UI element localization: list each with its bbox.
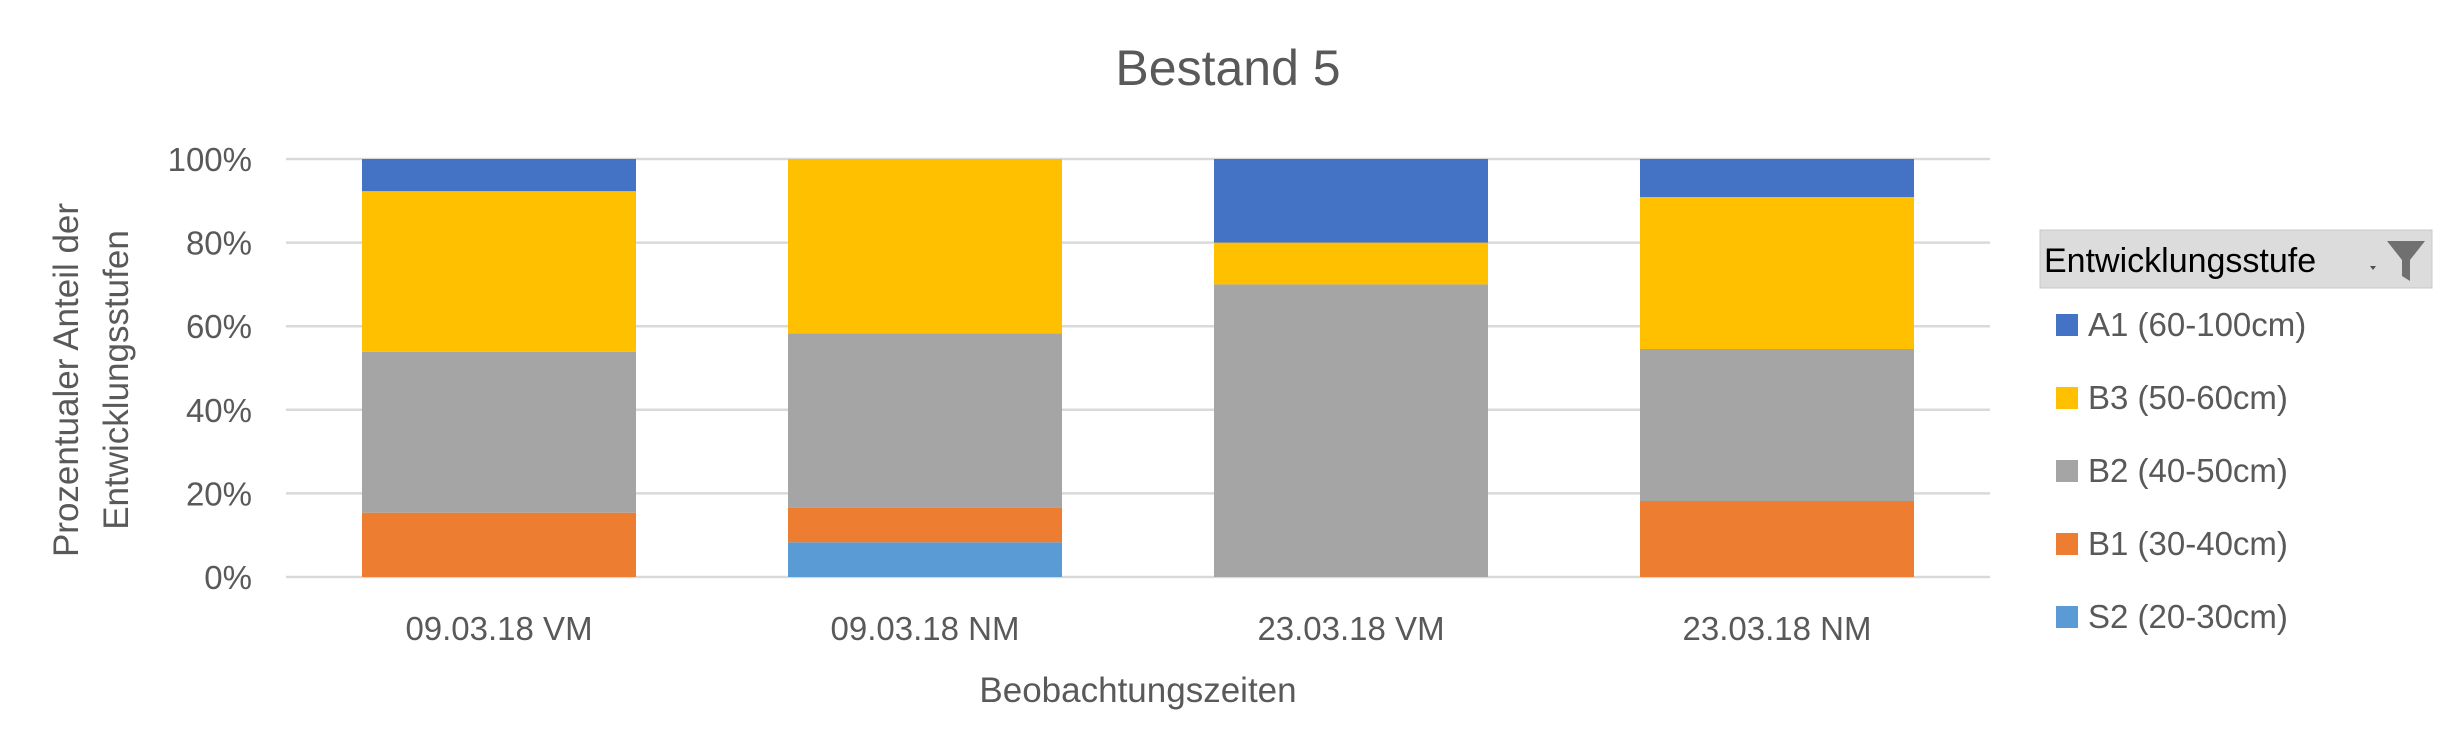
legend-swatch bbox=[2056, 606, 2078, 628]
y-tick-label: 80% bbox=[186, 225, 252, 262]
x-tick-label: 23.03.18 VM bbox=[1257, 610, 1444, 647]
bar-segment bbox=[1640, 197, 1914, 349]
y-axis-label: Prozentualer Anteil der Entwicklungsstuf… bbox=[47, 203, 136, 557]
y-axis-label-line-1: Prozentualer Anteil der bbox=[47, 203, 86, 557]
y-tick-label: 20% bbox=[186, 475, 252, 512]
legend-item[interactable]: B3 (50-60cm) bbox=[2056, 379, 2288, 416]
y-tick-label: 100% bbox=[168, 141, 252, 178]
legend-swatch bbox=[2056, 387, 2078, 409]
bar-segment bbox=[1214, 242, 1488, 285]
bar-segment bbox=[362, 512, 636, 577]
legend-item[interactable]: B2 (40-50cm) bbox=[2056, 452, 2288, 489]
legend-label: B3 (50-60cm) bbox=[2088, 379, 2288, 416]
filter-icon bbox=[2387, 241, 2425, 281]
legend-label: S2 (20-30cm) bbox=[2088, 598, 2288, 635]
chart-title: Bestand 5 bbox=[1115, 40, 1340, 96]
legend-swatch bbox=[2056, 314, 2078, 336]
legend-swatch bbox=[2056, 460, 2078, 482]
legend-item[interactable]: A1 (60-100cm) bbox=[2056, 306, 2306, 343]
legend-label: B2 (40-50cm) bbox=[2088, 452, 2288, 489]
x-axis-ticks: 09.03.18 VM 09.03.18 NM 23.03.18 VM 23.03.1… bbox=[405, 610, 1871, 647]
legend: Entwicklungsstufe A1 (60-100cm) B3 (50-60… bbox=[2039, 229, 2433, 635]
legend-label: B1 (30-40cm) bbox=[2088, 525, 2288, 562]
bar-segment bbox=[362, 159, 636, 192]
bars bbox=[362, 159, 1914, 577]
legend-item[interactable]: S2 (20-30cm) bbox=[2056, 598, 2288, 635]
x-tick-label: 09.03.18 NM bbox=[831, 610, 1020, 647]
bar-segment bbox=[362, 351, 636, 513]
legend-item[interactable]: B1 (30-40cm) bbox=[2056, 525, 2288, 562]
bar-segment bbox=[1640, 159, 1914, 197]
legend-filter-button[interactable]: Entwicklungsstufe bbox=[2039, 229, 2433, 289]
y-tick-label: 0% bbox=[204, 559, 252, 596]
bar-segment bbox=[1214, 284, 1488, 577]
y-tick-label: 40% bbox=[186, 392, 252, 429]
y-tick-label: 60% bbox=[186, 308, 252, 345]
y-axis-ticks: 0% 20% 40% 60% 80% 100% bbox=[168, 141, 252, 596]
bar-segment bbox=[1640, 501, 1914, 577]
bar-segment bbox=[362, 191, 636, 352]
dropdown-arrow-icon bbox=[2370, 266, 2376, 270]
bar-segment bbox=[788, 333, 1062, 508]
bar-segment bbox=[788, 507, 1062, 543]
legend-title: Entwicklungsstufe bbox=[2044, 242, 2316, 280]
x-axis-label: Beobachtungszeiten bbox=[979, 671, 1296, 710]
legend-swatch bbox=[2056, 533, 2078, 555]
bar-segment bbox=[788, 159, 1062, 334]
y-axis-label-line-2: Entwicklungsstufen bbox=[97, 230, 136, 530]
x-tick-label: 23.03.18 NM bbox=[1683, 610, 1872, 647]
legend-items: A1 (60-100cm) B3 (50-60cm) B2 (40-50cm) B1 … bbox=[2056, 306, 2306, 635]
bar-segment bbox=[1214, 159, 1488, 243]
bar-segment bbox=[788, 542, 1062, 577]
bar-segment bbox=[1640, 349, 1914, 501]
legend-label: A1 (60-100cm) bbox=[2088, 306, 2306, 343]
x-tick-label: 09.03.18 VM bbox=[405, 610, 592, 647]
